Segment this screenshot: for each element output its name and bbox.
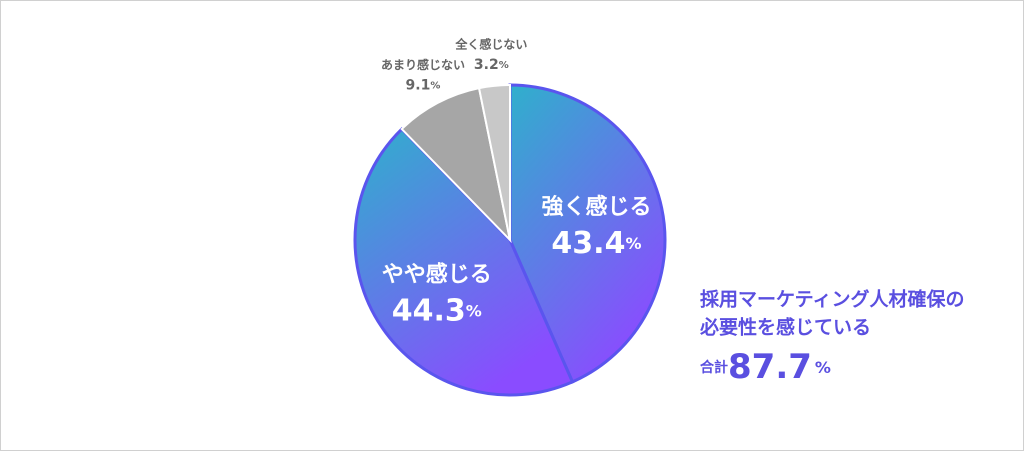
value-number: 9.1 [406,78,431,94]
annotation-line: 採用マーケティング人材確保の [700,288,964,311]
value-number: 3.2 [474,57,499,73]
total-value: 87.7 [728,347,812,387]
pie-slice [477,83,511,241]
slice-value: 3.2% [474,57,509,73]
value-unit: % [499,60,509,71]
total-unit: % [815,358,831,377]
value-number: 43.4 [551,225,625,260]
value-unit: % [430,81,440,92]
slice-label: あまり感じない [381,57,465,72]
pie-slice [400,86,512,244]
pie-slice [508,83,667,384]
pie-slice [353,126,575,397]
value-unit: % [625,233,641,252]
slice-label: 全く感じない [454,36,527,51]
slice-value: 43.4% [551,225,641,260]
slice-label: 強く感じる [541,194,651,220]
annotation-line: 必要性を感じている [699,316,871,339]
slice-value: 9.1% [406,78,441,94]
slice-value: 44.3% [392,293,482,328]
total-label: 合計 [700,359,728,376]
value-number: 44.3 [392,293,466,328]
value-unit: % [466,301,482,320]
slice-label: やや感じる [382,261,492,287]
annotation-total: 合計87.7% [700,347,831,387]
